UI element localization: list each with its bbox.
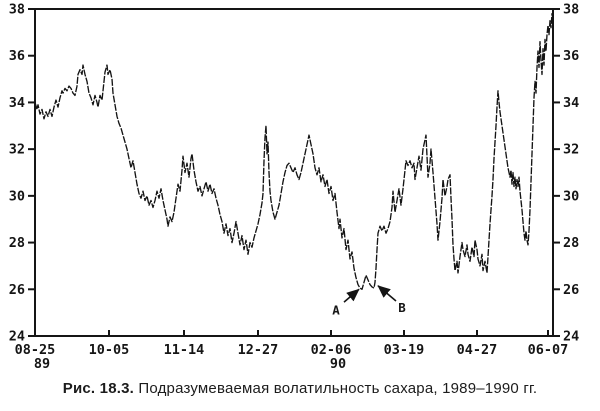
plot-frame — [34, 8, 554, 337]
plot-border — [34, 8, 554, 337]
annotation-a-label: A — [332, 302, 340, 317]
y-axis-label-left: 36 — [9, 48, 25, 64]
y-axis-label-right: 38 — [563, 2, 579, 18]
x-axis-label: 06-07 — [528, 342, 569, 358]
volatility-line — [34, 13, 554, 290]
x-axis-label: 03-19 — [384, 342, 425, 358]
y-axis-label-left: 26 — [9, 282, 25, 298]
y-axis-label-right: 24 — [563, 329, 579, 345]
x-axis-year-label: 90 — [330, 356, 346, 372]
y-axis-label-right: 36 — [563, 48, 579, 64]
y-axis-label-left: 38 — [9, 2, 25, 18]
y-axis-label-left: 28 — [9, 235, 25, 251]
y-axis-label-left: 34 — [9, 95, 25, 111]
y-axis-label-right: 28 — [563, 235, 579, 251]
y-axis-label-left: 32 — [9, 142, 25, 158]
y-axis-right: 24 26 28 30 32 34 36 38 — [553, 2, 579, 345]
x-axis-label: 02-06 — [311, 342, 352, 358]
annotation-b-label: B — [398, 300, 406, 315]
x-axis-label: 04-27 — [457, 342, 498, 358]
x-axis-label: 12-27 — [238, 342, 279, 358]
x-axis-year-label: 89 — [34, 356, 50, 372]
y-axis-label-right: 26 — [563, 282, 579, 298]
y-axis-left: 24 26 28 30 32 34 36 38 — [9, 2, 35, 345]
volatility-chart: 24 26 28 30 32 34 36 38 24 26 28 30 32 34 36 38 08-258… — [9, 2, 580, 373]
figure-caption-number: Рис. 18.3. — [62, 380, 135, 397]
y-axis-label-right: 32 — [563, 142, 579, 158]
figure-caption: Рис. 18.3. Подразумеваемая волатильность… — [0, 380, 600, 397]
x-axis-label: 08-25 — [15, 342, 56, 358]
y-axis-label-left: 24 — [9, 329, 25, 345]
y-axis-label-right: 30 — [563, 188, 579, 204]
x-axis-label: 11-14 — [164, 342, 205, 358]
y-axis-label-left: 30 — [9, 188, 25, 204]
figure-caption-text: Подразумеваемая волатильность сахара, 19… — [134, 380, 538, 397]
y-axis-label-right: 34 — [563, 95, 579, 111]
annotation-b-arrow — [377, 285, 397, 302]
annotation-a-arrow — [343, 288, 360, 303]
volatility-line-group — [34, 13, 554, 290]
x-axis-label: 10-05 — [89, 342, 130, 358]
